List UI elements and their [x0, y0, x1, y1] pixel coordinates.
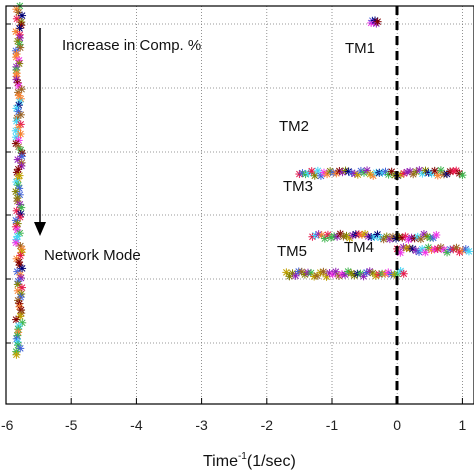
grid-lines: [6, 6, 474, 404]
data-point: [458, 171, 467, 180]
x-axis-label-sup: -1: [238, 451, 247, 462]
data-point: [436, 166, 445, 175]
data-point: [310, 171, 319, 180]
x-axis-ticks: -6 -5 -4 -3 -2 -1 0 1: [1, 398, 467, 433]
data-point: [16, 43, 25, 52]
data-point: [15, 98, 24, 106]
data-point: [11, 187, 20, 196]
data-point: [16, 312, 25, 321]
trend-arrow-head: [34, 222, 46, 236]
annotation-increase: Increase in Comp. %: [62, 37, 201, 54]
x-tick-label: -6: [1, 417, 14, 433]
data-point: [291, 271, 300, 280]
data-point: [404, 235, 413, 244]
data-point: [17, 283, 26, 292]
label-tm2: TM2: [279, 118, 309, 135]
x-axis-label-base: Time: [203, 453, 238, 470]
data-point: [313, 166, 322, 175]
label-tm1: TM1: [345, 40, 375, 57]
scatter-points: [11, 2, 473, 359]
data-point: [421, 248, 430, 257]
label-tm5: TM5: [277, 243, 307, 260]
data-point: [319, 267, 328, 276]
label-tm4: TM4: [344, 239, 374, 256]
x-axis-label: Time-1(1/sec): [203, 451, 296, 470]
data-point: [464, 247, 473, 256]
data-point: [17, 203, 26, 212]
data-point: [11, 238, 20, 247]
data-point: [11, 126, 20, 135]
data-point: [12, 14, 21, 23]
data-point: [16, 344, 25, 353]
data-point: [15, 171, 24, 180]
label-tm3: TM3: [283, 178, 313, 195]
data-point: [416, 235, 425, 244]
data-point: [430, 166, 439, 175]
data-point: [13, 280, 22, 289]
annotation-network-mode: Network Mode: [44, 247, 141, 264]
x-tick-label: 1: [459, 417, 467, 433]
data-point: [12, 315, 21, 324]
data-point: [13, 155, 22, 164]
data-point: [432, 231, 441, 240]
x-tick-label: -2: [261, 417, 274, 433]
data-point: [17, 85, 26, 94]
x-tick-label: -1: [326, 417, 339, 433]
x-tick-label: 0: [393, 417, 401, 433]
data-point: [16, 213, 25, 222]
x-tick-label: -3: [195, 417, 208, 433]
data-point: [18, 264, 27, 273]
data-point: [16, 130, 25, 138]
data-point: [12, 350, 21, 359]
data-point: [399, 269, 408, 278]
data-point: [452, 243, 461, 252]
x-axis-label-rest: (1/sec): [247, 453, 296, 470]
data-point: [373, 17, 382, 26]
data-point: [12, 206, 21, 215]
plot-frame: [5, 5, 474, 405]
data-point: [12, 117, 21, 126]
x-tick-label: -4: [130, 417, 143, 433]
data-point: [14, 165, 23, 174]
x-tick-label: -5: [65, 417, 78, 433]
data-point: [331, 267, 340, 276]
